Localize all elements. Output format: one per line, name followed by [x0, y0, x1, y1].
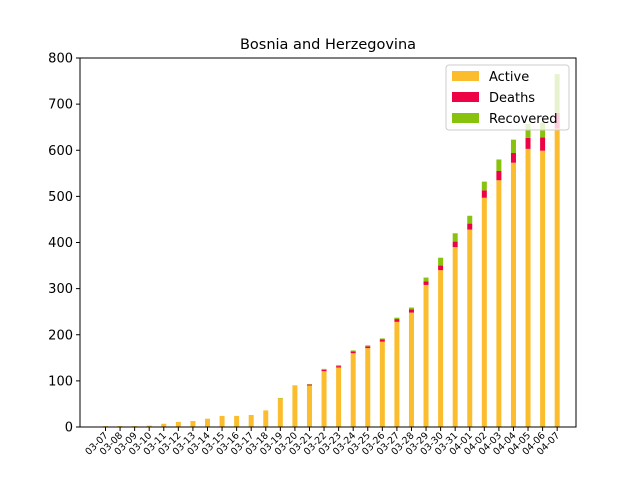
bar-recovered-03-25 — [365, 345, 371, 347]
bar-recovered-04-05 — [525, 123, 531, 138]
y-tick-label: 800 — [48, 52, 73, 67]
x-axis: 03-0703-0803-0903-1003-1103-1203-1303-14… — [83, 427, 562, 458]
chart-title: Bosnia and Herzegovina — [240, 37, 416, 53]
bar-deaths-03-31 — [452, 241, 458, 248]
bar-active-03-25 — [365, 348, 371, 427]
bar-deaths-04-03 — [496, 171, 502, 181]
bar-deaths-03-30 — [438, 265, 444, 271]
bar-active-03-29 — [423, 284, 429, 427]
y-tick-label: 700 — [48, 98, 73, 113]
bar-recovered-03-29 — [423, 277, 429, 282]
bar-active-03-18 — [263, 410, 269, 427]
bar-active-03-15 — [219, 415, 225, 427]
bar-active-04-01 — [467, 229, 473, 427]
bar-deaths-03-29 — [423, 281, 429, 285]
bar-deaths-03-23 — [336, 366, 342, 368]
bar-active-03-26 — [379, 341, 385, 427]
bar-deaths-03-25 — [365, 346, 371, 349]
bar-recovered-04-03 — [496, 159, 502, 172]
y-tick-label: 300 — [48, 282, 73, 297]
bar-active-04-05 — [525, 148, 531, 427]
bar-active-03-12 — [175, 421, 181, 427]
bar-active-03-22 — [321, 371, 327, 427]
bar-deaths-03-21 — [306, 384, 312, 386]
bar-active-04-06 — [540, 150, 546, 427]
y-axis: 0 100 200 300 400 500 600 700 800 — [48, 52, 80, 436]
y-tick-label: 600 — [48, 144, 73, 159]
legend-label-active: Active — [489, 70, 529, 85]
bar-active-03-13 — [190, 421, 196, 427]
bar-deaths-04-05 — [525, 137, 531, 149]
bar-active-03-23 — [336, 367, 342, 427]
legend-label-recovered: Recovered — [489, 112, 558, 127]
bar-deaths-03-24 — [350, 351, 356, 354]
legend-label-deaths: Deaths — [489, 91, 535, 106]
bar-deaths-03-28 — [408, 309, 414, 313]
bar-recovered-03-27 — [394, 317, 400, 320]
bar-recovered-03-30 — [438, 257, 444, 266]
bar-recovered-04-02 — [481, 181, 487, 191]
bar-active-03-16 — [234, 415, 240, 427]
bar-active-03-30 — [438, 270, 444, 427]
bar-deaths-03-27 — [394, 319, 400, 322]
bar-active-04-07 — [554, 128, 560, 427]
bar-active-04-03 — [496, 180, 502, 427]
bar-active-03-31 — [452, 247, 458, 427]
bar-recovered-04-01 — [467, 215, 473, 224]
bar-active-03-17 — [248, 415, 254, 427]
bar-recovered-03-26 — [379, 338, 385, 340]
bar-deaths-04-01 — [467, 223, 473, 230]
bar-recovered-03-31 — [452, 233, 458, 242]
y-tick-label: 0 — [65, 421, 73, 436]
bar-active-04-02 — [481, 197, 487, 427]
legend-swatch-deaths — [452, 92, 479, 102]
legend: Active Deaths Recovered — [445, 64, 570, 131]
bar-active-03-21 — [306, 385, 312, 427]
bar-recovered-03-24 — [350, 350, 356, 352]
bar-recovered-03-23 — [336, 365, 342, 367]
bar-active-03-24 — [350, 353, 356, 427]
bar-deaths-04-02 — [481, 190, 487, 198]
y-tick-label: 200 — [48, 328, 73, 343]
y-tick-label: 400 — [48, 236, 73, 251]
bar-active-04-04 — [510, 162, 516, 427]
bar-recovered-03-22 — [321, 368, 327, 370]
bar-deaths-04-04 — [510, 153, 516, 163]
bar-active-03-14 — [204, 418, 210, 427]
bar-deaths-03-22 — [321, 369, 327, 372]
bar-active-03-20 — [292, 385, 298, 427]
bar-active-03-28 — [408, 312, 414, 427]
bar-deaths-04-06 — [540, 137, 546, 151]
y-tick-label: 100 — [48, 374, 73, 389]
bar-deaths-03-26 — [379, 339, 385, 342]
bar-active-03-19 — [277, 398, 283, 427]
bar-recovered-04-04 — [510, 139, 516, 154]
bar-active-03-10 — [146, 425, 152, 427]
bar-active-03-27 — [394, 321, 400, 427]
legend-swatch-active — [452, 71, 479, 81]
plot-frame — [79, 57, 577, 428]
y-tick-label: 500 — [48, 190, 73, 205]
legend-swatch-recovered — [452, 113, 479, 123]
bar-active-03-11 — [161, 423, 167, 427]
bar-recovered-03-28 — [408, 307, 414, 310]
